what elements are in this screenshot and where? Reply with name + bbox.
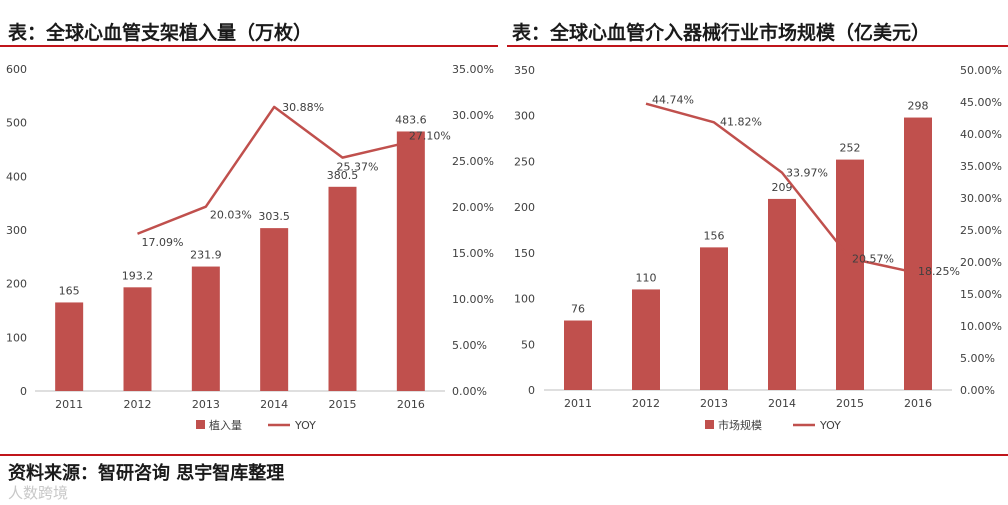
right-x-tick-label: 2013	[700, 397, 728, 410]
right-bar-label: 252	[840, 142, 861, 155]
right-yoy-label: 33.97%	[786, 167, 828, 180]
chart-title-left: 表：全球心血管支架植入量（万枚）	[8, 22, 313, 44]
left-y2-tick-label: 25.00%	[452, 155, 494, 168]
right-bar	[768, 198, 796, 390]
left-y2-tick-label: 0.00%	[452, 385, 487, 398]
right-x-tick-label: 2015	[836, 397, 864, 410]
right-y-tick-label: 50	[521, 338, 535, 351]
left-y2-tick-label: 35.00%	[452, 63, 494, 76]
right-bar-label: 76	[571, 303, 585, 316]
right-bar-label: 156	[704, 229, 725, 242]
right-bar-label: 209	[772, 181, 793, 194]
left-y-tick-label: 100	[6, 331, 27, 344]
right-y2-tick-label: 0.00%	[960, 384, 995, 397]
left-y2-tick-label: 15.00%	[452, 247, 494, 260]
right-legend-bar-label: 市场规模	[718, 418, 762, 432]
watermark: 人数跨境	[8, 484, 69, 502]
left-y2-tick-label: 20.00%	[452, 201, 494, 214]
right-y2-tick-label: 30.00%	[960, 192, 1002, 205]
left-y-tick-label: 0	[20, 385, 27, 398]
left-x-tick-label: 2016	[397, 398, 425, 411]
right-y2-tick-label: 10.00%	[960, 320, 1002, 333]
left-y-tick-label: 500	[6, 117, 27, 130]
right-x-tick-label: 2011	[564, 397, 592, 410]
right-y-tick-label: 150	[514, 247, 535, 260]
right-bar	[564, 320, 592, 390]
left-y-tick-label: 300	[6, 224, 27, 237]
right-x-tick-label: 2012	[632, 397, 660, 410]
left-bar	[396, 131, 425, 391]
right-yoy-label: 44.74%	[652, 94, 694, 107]
right-bar-label: 110	[636, 271, 657, 284]
left-bar	[55, 302, 84, 391]
right-y-tick-label: 300	[514, 110, 535, 123]
right-bar	[904, 117, 932, 391]
right-y2-tick-label: 5.00%	[960, 352, 995, 365]
right-y2-tick-label: 50.00%	[960, 64, 1002, 77]
left-legend-line-label: YOY	[294, 419, 316, 432]
left-y2-tick-label: 5.00%	[452, 339, 487, 352]
left-yoy-line	[137, 105, 412, 235]
right-bar	[836, 159, 864, 390]
left-y-tick-label: 400	[6, 170, 27, 183]
right-yoy-line	[645, 102, 919, 275]
left-bar-label: 483.6	[395, 113, 427, 126]
left-legend-bar-swatch	[196, 420, 205, 429]
left-x-tick-label: 2014	[260, 398, 288, 411]
source-note: 资料来源：智研咨询 思宇智库整理	[8, 463, 285, 484]
right-legend-line-label: YOY	[819, 419, 841, 432]
title-rule-right	[507, 45, 1008, 47]
right-y2-tick-label: 35.00%	[960, 160, 1002, 173]
right-yoy-label: 18.25%	[918, 265, 960, 278]
left-bar-label: 380.5	[327, 169, 359, 182]
right-legend-bar-swatch	[705, 420, 714, 429]
right-y2-tick-label: 40.00%	[960, 128, 1002, 141]
interventional-market-chart: 0 50 100 150 200 250 300 350 0.00% 5.00% 10.00% 15.…	[514, 64, 1002, 432]
left-yoy-label: 27.10%	[409, 130, 451, 143]
left-bar-label: 193.2	[122, 269, 154, 282]
left-x-tick-label: 2011	[55, 398, 83, 411]
left-bar	[260, 228, 289, 391]
right-yoy-label: 20.57%	[852, 252, 894, 265]
left-bar	[123, 287, 152, 391]
left-yoy-label: 30.88%	[282, 101, 324, 114]
right-x-tick-label: 2016	[904, 397, 932, 410]
left-bar-label: 303.5	[258, 210, 290, 223]
title-rule-left	[0, 45, 498, 47]
left-bar	[191, 266, 220, 391]
left-bar-label: 231.9	[190, 249, 222, 262]
right-y-tick-label: 250	[514, 155, 535, 168]
left-bar	[328, 186, 357, 391]
left-x-tick-label: 2015	[329, 398, 357, 411]
stent-implant-chart: 0 100 200 300 400 500 600 0.00% 5.00% 10.00% 15.00…	[6, 63, 494, 432]
right-y2-tick-label: 20.00%	[960, 256, 1002, 269]
bottom-rule	[0, 454, 1008, 456]
right-bar-label: 298	[908, 100, 929, 113]
right-yoy-label: 41.82%	[720, 115, 762, 128]
left-yoy-label: 17.09%	[142, 236, 184, 249]
right-y2-tick-label: 15.00%	[960, 288, 1002, 301]
right-y2-tick-label: 45.00%	[960, 96, 1002, 109]
right-y-tick-label: 200	[514, 201, 535, 214]
left-x-tick-label: 2013	[192, 398, 220, 411]
left-y-tick-label: 200	[6, 278, 27, 291]
left-y-tick-label: 600	[6, 63, 27, 76]
right-x-tick-label: 2014	[768, 397, 796, 410]
left-yoy-label: 20.03%	[210, 209, 252, 222]
right-y-tick-label: 100	[514, 293, 535, 306]
right-bar	[632, 289, 660, 390]
right-bar	[700, 247, 728, 390]
left-y2-tick-label: 30.00%	[452, 109, 494, 122]
left-bar-label: 165	[59, 284, 80, 297]
chart-title-right: 表：全球心血管介入器械行业市场规模（亿美元）	[512, 22, 931, 44]
left-y2-tick-label: 10.00%	[452, 293, 494, 306]
right-y-tick-label: 0	[528, 384, 535, 397]
left-legend-bar-label: 植入量	[209, 418, 242, 432]
right-y-tick-label: 350	[514, 64, 535, 77]
left-yoy-label: 25.37%	[337, 161, 379, 174]
left-x-tick-label: 2012	[124, 398, 152, 411]
right-y2-tick-label: 25.00%	[960, 224, 1002, 237]
